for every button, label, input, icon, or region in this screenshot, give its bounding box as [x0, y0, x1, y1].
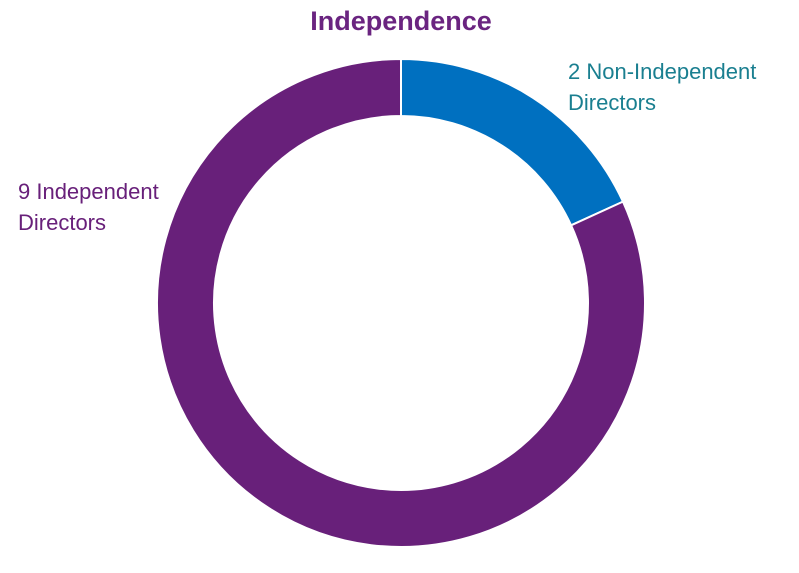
data-label: 2 Non-Independent Directors	[568, 59, 757, 115]
chart-title: Independence	[310, 6, 492, 36]
data-label: 9 Independent Directors	[18, 179, 159, 235]
donut-segment	[156, 57, 646, 548]
